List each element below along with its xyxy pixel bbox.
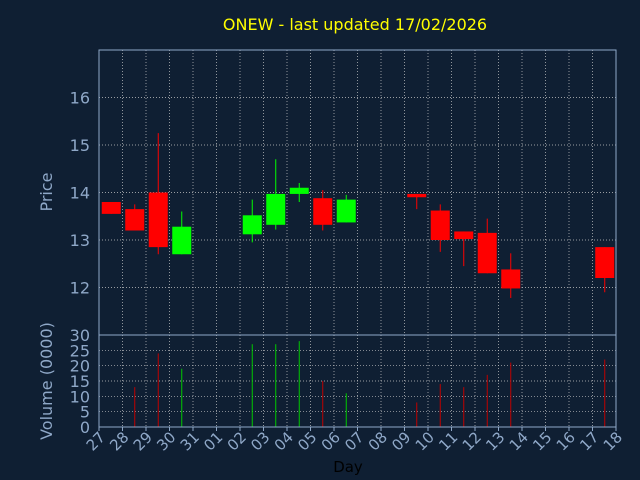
- x-tick-label: 07: [341, 428, 367, 454]
- candle-body: [501, 269, 521, 289]
- volume-grid: [99, 335, 616, 427]
- x-tick-label: 13: [482, 428, 508, 454]
- x-tick-label: 11: [435, 428, 461, 454]
- x-tick-label: 08: [365, 428, 391, 454]
- volume-axis-label: Volume (0000): [37, 322, 56, 440]
- chart-title: ONEW - last updated 17/02/2026: [223, 15, 487, 34]
- candle-body: [289, 187, 309, 194]
- x-tick-label: 09: [388, 428, 414, 454]
- candle-body: [454, 231, 474, 240]
- candle-body: [595, 247, 615, 278]
- x-tick-label: 12: [459, 428, 485, 454]
- candle-body: [125, 209, 145, 231]
- x-tick-label: 05: [294, 428, 320, 454]
- candle-body: [242, 215, 262, 235]
- candle-body: [266, 193, 286, 225]
- candle-body: [313, 198, 333, 225]
- price-tick-label: 15: [70, 136, 90, 155]
- volume-bars-layer: [134, 341, 606, 427]
- volume-panel-frame: [98, 334, 617, 428]
- x-axis-label: Day: [333, 458, 363, 476]
- x-tick-label: 06: [318, 428, 344, 454]
- x-tick-label: 28: [106, 428, 132, 454]
- x-tick-label: 29: [130, 428, 156, 454]
- volume-tick-label: 20: [70, 357, 90, 376]
- volume-tick-label: 0: [80, 418, 90, 437]
- candle-body: [407, 193, 427, 198]
- volume-tick-label: 30: [70, 326, 90, 345]
- price-axis-label: Price: [37, 172, 56, 211]
- candle-body: [336, 199, 356, 223]
- candle-body: [477, 232, 497, 274]
- candle-body: [172, 226, 192, 255]
- volume-tick-label: 5: [80, 403, 90, 422]
- x-tick-label: 15: [529, 428, 555, 454]
- x-tick-label: 03: [247, 428, 273, 454]
- x-tick-label: 01: [200, 428, 226, 454]
- candle-body: [148, 192, 168, 248]
- x-tick-label: 17: [576, 428, 602, 454]
- x-tick-label: 10: [412, 428, 438, 454]
- x-tick-label: 02: [224, 428, 250, 454]
- price-tick-label: 12: [70, 279, 90, 298]
- candle-body: [101, 202, 121, 214]
- candles-layer: [101, 133, 615, 298]
- price-tick-label: 14: [70, 184, 90, 203]
- candle-body: [430, 210, 450, 240]
- x-tick-label: 16: [553, 428, 579, 454]
- axes-layer: 2728293031010203040506070809101112131415…: [70, 89, 626, 455]
- x-tick-label: 14: [506, 428, 532, 454]
- price-tick-label: 16: [70, 89, 90, 108]
- x-tick-label: 04: [271, 428, 297, 454]
- price-tick-label: 13: [70, 231, 90, 250]
- volume-tick-label: 15: [70, 372, 90, 391]
- volume-tick-label: 25: [70, 341, 90, 360]
- x-tick-label: 30: [153, 428, 179, 454]
- price-grid: [99, 50, 616, 335]
- x-tick-label: 18: [600, 428, 626, 454]
- volume-tick-label: 10: [70, 387, 90, 406]
- x-tick-label: 31: [177, 428, 203, 454]
